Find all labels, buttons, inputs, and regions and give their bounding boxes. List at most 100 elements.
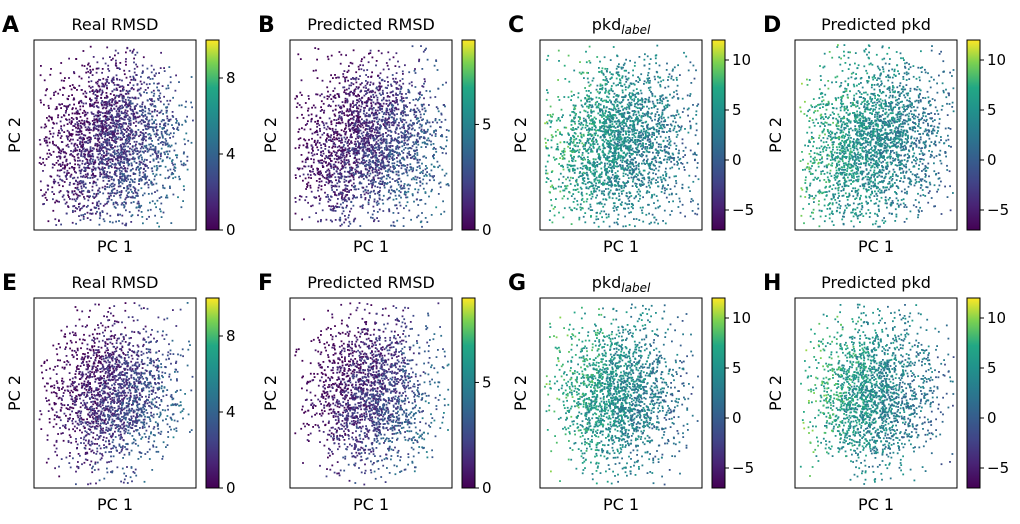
scatter-point — [185, 132, 188, 135]
scatter-point — [320, 150, 323, 153]
scatter-point — [151, 122, 154, 125]
scatter-point — [355, 188, 357, 191]
scatter-point — [341, 164, 344, 167]
scatter-point — [615, 179, 617, 182]
scatter-point — [321, 133, 324, 136]
scatter-point — [76, 112, 79, 115]
scatter-point — [99, 173, 102, 176]
scatter-point — [404, 194, 407, 196]
scatter-point — [401, 121, 404, 123]
scatter-point — [96, 178, 99, 181]
scatter-point — [408, 169, 411, 172]
scatter-point — [430, 169, 433, 172]
scatter-point — [332, 109, 334, 112]
scatter-point — [364, 168, 367, 170]
scatter-point — [422, 50, 425, 53]
scatter-point — [174, 89, 177, 92]
scatter-point — [155, 72, 157, 75]
scatter-point — [63, 171, 66, 174]
scatter-point — [81, 193, 84, 196]
scatter-point — [145, 92, 148, 94]
scatter-point — [91, 152, 94, 155]
scatter-point — [333, 206, 335, 209]
scatter-point — [104, 134, 107, 136]
scatter-point — [119, 177, 122, 179]
scatter-point — [306, 143, 309, 145]
scatter-point — [68, 77, 70, 79]
scatter-point — [136, 150, 139, 152]
scatter-point — [437, 166, 439, 169]
scatter-point — [150, 99, 152, 101]
scatter-point — [105, 116, 108, 118]
scatter-point — [63, 87, 66, 90]
scatter-point — [346, 101, 349, 104]
scatter-point — [102, 112, 104, 114]
scatter-point — [387, 68, 390, 71]
scatter-point — [344, 218, 347, 221]
scatter-point — [101, 71, 103, 74]
scatter-point — [68, 113, 70, 116]
scatter-point — [48, 107, 50, 109]
scatter-point — [366, 144, 369, 147]
scatter-point — [62, 94, 64, 96]
scatter-point — [96, 82, 99, 85]
scatter-point — [142, 129, 145, 131]
scatter-point — [415, 118, 418, 121]
scatter-point — [150, 98, 153, 100]
scatter-point — [341, 150, 344, 153]
scatter-points — [544, 44, 700, 228]
scatter-point — [431, 175, 434, 178]
scatter-point — [179, 178, 181, 180]
scatter-point — [397, 108, 400, 111]
scatter-point — [347, 150, 349, 153]
scatter-point — [78, 133, 81, 136]
scatter-point — [130, 128, 133, 131]
scatter-point — [337, 155, 339, 158]
scatter-point — [343, 89, 346, 92]
scatter-point — [403, 164, 405, 167]
scatter-point — [369, 114, 371, 117]
scatter-point — [338, 218, 341, 221]
scatter-point — [66, 136, 69, 139]
scatter-point — [370, 182, 372, 185]
scatter-point — [390, 137, 393, 140]
scatter-point — [125, 137, 128, 140]
scatter-point — [110, 104, 113, 106]
scatter-point — [360, 123, 363, 125]
scatter-point — [416, 107, 419, 110]
scatter-point — [113, 84, 116, 86]
scatter-point — [379, 108, 381, 110]
scatter-point — [131, 108, 134, 111]
scatter-point — [376, 132, 378, 134]
scatter-point — [339, 191, 342, 194]
scatter-point — [414, 188, 417, 191]
scatter-point — [375, 141, 378, 143]
scatter-point — [130, 78, 133, 81]
scatter-point — [328, 104, 330, 106]
scatter-point — [111, 139, 113, 141]
scatter-point — [351, 62, 354, 65]
panel-title: Real RMSD — [72, 15, 159, 34]
scatter-point — [299, 137, 302, 140]
scatter-point — [74, 163, 76, 166]
scatter-point — [377, 144, 380, 147]
scatter-point — [371, 56, 374, 59]
scatter-point — [104, 126, 107, 128]
scatter-point — [298, 146, 300, 149]
scatter-point — [327, 178, 329, 181]
scatter-point — [159, 153, 162, 156]
scatter-point — [379, 177, 382, 180]
scatter-point — [106, 142, 109, 145]
scatter-point — [112, 201, 115, 204]
scatter-point — [389, 170, 392, 173]
scatter-point — [339, 169, 342, 172]
scatter-point — [60, 169, 63, 171]
scatter-point — [65, 160, 68, 163]
scatter-point — [155, 123, 158, 126]
scatter-point — [376, 121, 379, 124]
scatter-point — [369, 49, 372, 52]
scatter-point — [395, 101, 398, 103]
scatter-point — [414, 116, 417, 118]
scatter-point — [307, 176, 310, 179]
